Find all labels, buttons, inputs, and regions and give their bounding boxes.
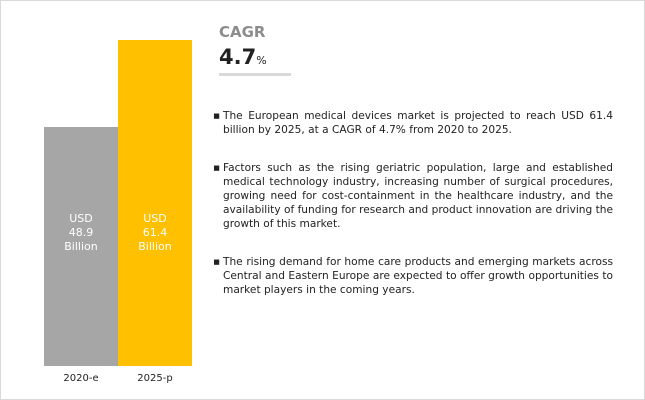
bar-value-label: USD 61.4 Billion [138,212,172,253]
bullet-text: The European medical devices market is p… [213,109,613,137]
category-label: 2025-p [137,373,173,384]
cagr-unit: % [256,54,267,67]
bar-value-label: USD 48.9 Billion [64,212,98,253]
divider [219,73,291,76]
bullet-text: The rising demand for home care products… [213,255,613,297]
bar [44,126,118,366]
bar [118,39,192,366]
bullet-text: Factors such as the rising geriatric pop… [213,161,613,231]
bullet-list: The European medical devices market is p… [213,109,613,321]
category-label: 2020-e [63,373,99,384]
cagr-label: CAGR [219,23,266,41]
cagr-value: 4.7% [219,45,267,69]
cagr-number: 4.7 [219,45,257,69]
